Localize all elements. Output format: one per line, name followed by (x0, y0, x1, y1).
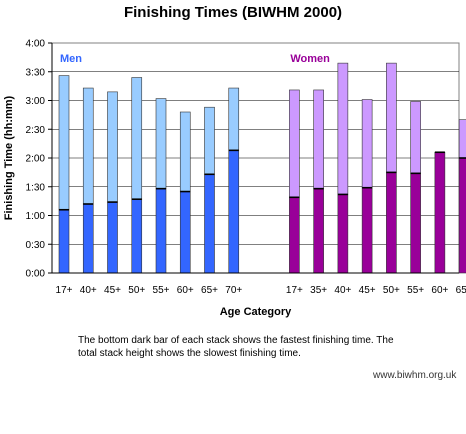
x-tick-label: 35+ (310, 285, 327, 296)
fastest-bar (410, 173, 421, 274)
fastest-bar (155, 188, 167, 274)
x-tick-label: 60+ (177, 285, 194, 296)
x-tick-label: 17+ (286, 285, 303, 296)
fastest-bar (337, 194, 349, 274)
slowest-bar (458, 119, 466, 159)
x-tick-label: 45+ (104, 285, 121, 296)
fastest-bar (434, 151, 446, 274)
y-tick-label: 2:30 (26, 125, 46, 136)
slowest-bar (361, 99, 373, 189)
y-tick-label: 1:00 (26, 211, 46, 222)
axes (48, 42, 459, 274)
x-tick-label: 40+ (334, 285, 351, 296)
slowest-bar (107, 91, 118, 203)
y-tick-label: 3:00 (26, 96, 46, 107)
group-label: Men (60, 53, 82, 65)
slowest-bar (131, 77, 143, 200)
fastest-bar (107, 201, 118, 274)
fastest-bar (58, 209, 70, 274)
slowest-bar (386, 62, 397, 173)
fastest-bar (361, 187, 373, 274)
slowest-bar (228, 87, 240, 151)
slowest-bar (289, 89, 300, 198)
x-tick-label: 65+ (456, 285, 466, 296)
footer-url: www.biwhm.org.uk (373, 370, 457, 381)
y-tick-label: 0:30 (26, 240, 46, 251)
x-tick-label: 55+ (407, 285, 424, 296)
y-tick-label: 3:30 (26, 67, 46, 78)
y-axis-title: Finishing Time (hh:mm) (3, 95, 15, 220)
chart-caption: The bottom dark bar of each stack shows … (78, 335, 394, 359)
x-axis-title: Age Category (220, 306, 292, 318)
bars (58, 62, 466, 274)
group-label: Women (290, 53, 330, 65)
y-tick-label: 1:30 (26, 182, 46, 193)
x-tick-label: 50+ (383, 285, 400, 296)
x-tick-label: 65+ (201, 285, 218, 296)
chart-title: Finishing Times (BIWHM 2000) (123, 4, 343, 21)
labels: 0:00 0:30 1:00 1:30 2:00 2:30 3:00 3:30 4:00 17+ 4… (3, 39, 466, 319)
x-tick-label: 45+ (359, 285, 376, 296)
fastest-bar (204, 173, 215, 274)
y-tick-label: 0:00 (26, 269, 46, 280)
fastest-bar (228, 150, 240, 274)
fastest-bar (313, 188, 324, 274)
fastest-bar (458, 157, 466, 274)
fastest-bar (131, 198, 143, 274)
x-tick-label: 50+ (128, 285, 145, 296)
fastest-bar (179, 191, 191, 274)
slowest-bar (155, 98, 167, 189)
slowest-bar (58, 75, 70, 211)
x-tick-label: 60+ (431, 285, 448, 296)
x-tick-label: 40+ (80, 285, 97, 296)
fastest-bar (386, 172, 397, 274)
y-tick-label: 4:00 (26, 39, 46, 50)
slowest-bar (337, 62, 349, 195)
slowest-bar (204, 106, 215, 175)
x-tick-label: 17+ (56, 285, 73, 296)
x-tick-label: 70+ (225, 285, 242, 296)
slowest-bar (313, 89, 324, 189)
slowest-bar (82, 87, 94, 205)
slowest-bar (410, 101, 421, 174)
y-tick-label: 2:00 (26, 154, 46, 165)
x-tick-label: 55+ (153, 285, 170, 296)
fastest-bar (289, 196, 300, 274)
fastest-bar (82, 203, 94, 274)
slowest-bar (179, 111, 191, 192)
